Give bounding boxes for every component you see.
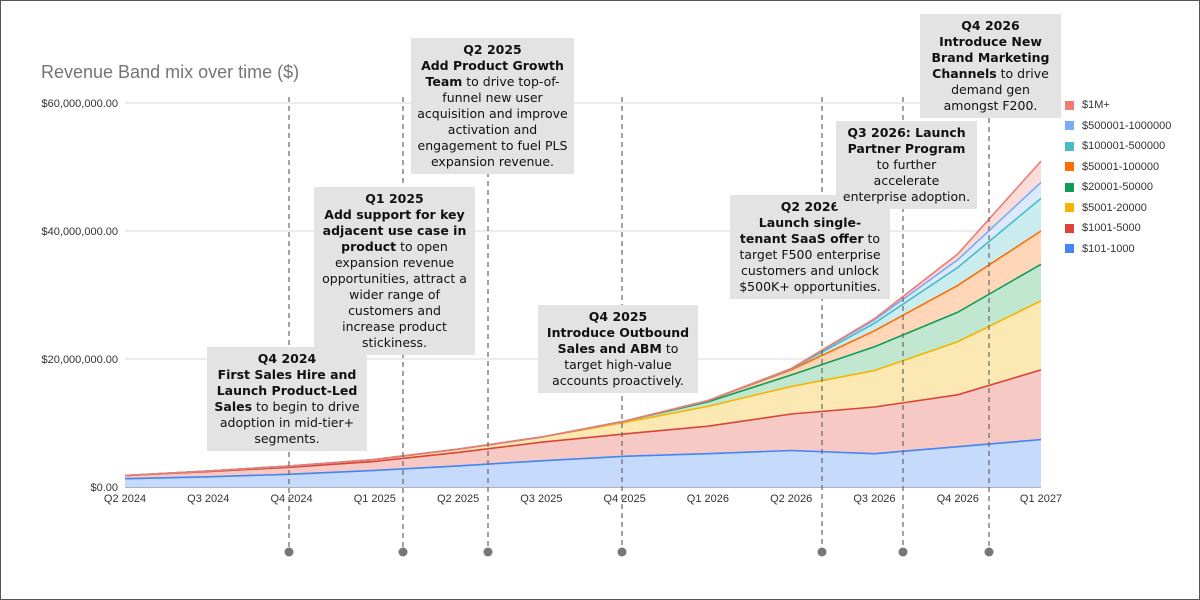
x-tick-label: Q4 2026	[937, 493, 979, 505]
annotation-bold-text: Introduce Outbound Sales and ABM	[546, 325, 690, 356]
legend-swatch	[1065, 121, 1074, 131]
annotation-heading: Q4 2026	[961, 18, 1020, 33]
legend-label: $500001-1000000	[1082, 119, 1172, 132]
annotation-marker-dot	[817, 547, 827, 557]
annotation-bold-text: Add Product Growth Team	[421, 58, 564, 89]
legend-label: $101-1000	[1082, 242, 1135, 255]
annotation-q4-2026: Q4 2026 Introduce New Brand Marketing Ch…	[920, 14, 1061, 118]
area-$20001-50000	[125, 264, 1041, 476]
annotation-bold-text: Q3 2026: Launch Partner Program	[847, 125, 966, 156]
annotation-text: to target high-value accounts proactivel…	[552, 341, 684, 388]
annotation-heading: Q4 2024	[257, 351, 317, 366]
legend-label: $20001-50000	[1082, 181, 1153, 194]
series-line-$1M+	[124, 160, 1042, 477]
legend-item: $101-1000	[1065, 239, 1171, 260]
annotation-q2-2026: Q2 2026 Launch single-tenant SaaS offer …	[730, 195, 890, 299]
legend-label: $1001-5000	[1082, 222, 1141, 235]
annotation-text: to further accelerate enterprise adoptio…	[842, 157, 971, 204]
x-tick-label: Q4 2024	[270, 493, 312, 505]
annotation-heading: Q2 2026	[780, 199, 840, 214]
legend-swatch	[1065, 162, 1074, 172]
x-tick-label: Q2 2026	[770, 493, 812, 505]
x-tick-label: Q1 2027	[1020, 493, 1062, 505]
annotation-marker-dot	[984, 547, 994, 557]
x-tick-label: Q4 2025	[604, 493, 646, 505]
legend-item: $500001-1000000	[1065, 116, 1171, 137]
legend-label: $5001-20000	[1082, 201, 1147, 214]
annotation-marker-dot	[483, 547, 493, 557]
legend-item: $5001-20000	[1065, 198, 1171, 219]
legend-item: $1001-5000	[1065, 218, 1171, 239]
y-tick-label: $40,000,000.00	[42, 226, 118, 238]
chart-legend: $1M+ $500001-1000000 $100001-500000 $50001-…	[1065, 95, 1171, 259]
annotation-text: to drive top-of-funnel new user acquisit…	[417, 74, 568, 169]
legend-item: $20001-50000	[1065, 177, 1171, 198]
legend-item: $100001-500000	[1065, 136, 1171, 157]
legend-label: $50001-100000	[1082, 160, 1160, 173]
x-tick-label: Q3 2026	[853, 493, 895, 505]
annotation-text: to drive demand gen amongst F200.	[943, 66, 1049, 113]
legend-item: $50001-100000	[1065, 157, 1171, 178]
annotation-bold-text: Add support for key adjacent use case in…	[322, 207, 467, 254]
annotation-text: to target F500 enterprise customers and …	[739, 231, 881, 294]
annotation-q4-2024: Q4 2024 First Sales Hire and Launch Prod…	[207, 347, 367, 451]
annotation-bold-text: Introduce New Brand Marketing Channels	[931, 34, 1050, 81]
x-tick-label: Q2 2024	[104, 493, 146, 505]
annotation-q1-2025: Q1 2025 Add support for key adjacent use…	[314, 187, 475, 355]
legend-swatch	[1065, 244, 1074, 254]
annotation-marker-dot	[398, 547, 408, 557]
legend-swatch	[1065, 100, 1074, 110]
legend-swatch	[1065, 182, 1074, 192]
x-tick-label: Q1 2025	[354, 493, 396, 505]
legend-label: $100001-500000	[1082, 140, 1166, 153]
x-tick-label: Q3 2025	[520, 493, 562, 505]
legend-swatch	[1065, 141, 1074, 151]
area-$5001-20000	[125, 300, 1041, 476]
series-line-$101-1000	[124, 438, 1042, 480]
y-tick-label: $20,000,000.00	[42, 354, 118, 366]
annotation-marker-dot	[898, 547, 908, 557]
chart-title: Revenue Band mix over time ($)	[41, 62, 300, 82]
annotation-heading: Q2 2025	[463, 42, 522, 57]
legend-swatch	[1065, 223, 1074, 233]
x-tick-label: Q1 2026	[687, 493, 729, 505]
annotation-text: to begin to drive adoption in mid-tier+ …	[219, 399, 360, 446]
annotation-marker-dot	[617, 547, 627, 557]
annotation-q3-2026: Q3 2026: Launch Partner Program to furth…	[836, 121, 977, 209]
annotation-q4-2025: Q4 2025 Introduce Outbound Sales and ABM…	[538, 305, 698, 393]
series-line-$1001-5000	[124, 369, 1042, 477]
x-tick-label: Q3 2024	[187, 493, 229, 505]
annotation-q2-2025: Q2 2025 Add Product Growth Team to drive…	[411, 38, 574, 174]
area-$1001-5000	[125, 369, 1041, 479]
x-tick-label: Q2 2025	[437, 493, 479, 505]
y-tick-label: $0.00	[90, 482, 118, 494]
legend-label: $1M+	[1082, 99, 1110, 112]
annotation-marker-dot	[284, 547, 294, 557]
annotation-text: to open expansion revenue opportunities,…	[322, 239, 467, 350]
y-tick-label: $60,000,000.00	[42, 98, 118, 110]
legend-swatch	[1065, 203, 1074, 213]
legend-item: $1M+	[1065, 95, 1171, 116]
annotation-bold-text: First Sales Hire and Launch Product-Led …	[214, 367, 358, 414]
annotation-heading: Q4 2025	[588, 309, 648, 324]
annotation-heading: Q1 2025	[365, 191, 424, 206]
annotation-bold-text: Launch single-tenant SaaS offer	[739, 215, 864, 246]
area-$100001-500000	[125, 198, 1041, 476]
